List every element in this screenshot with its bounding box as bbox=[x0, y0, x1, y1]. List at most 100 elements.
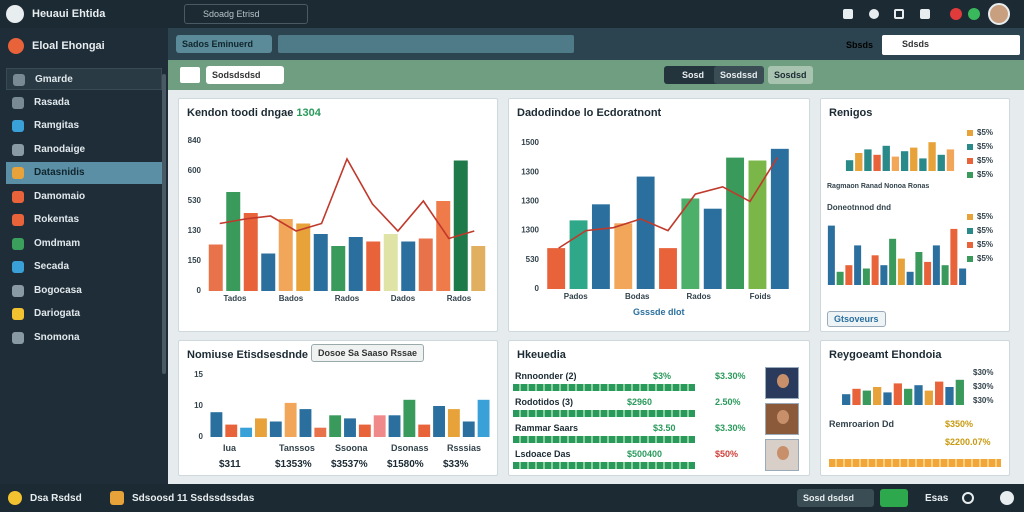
user-name: Dsa Rsdsd bbox=[30, 493, 82, 504]
bar bbox=[453, 160, 468, 291]
app-title: Heuaui Ehtida bbox=[32, 8, 106, 20]
panel: Nomiuse Etisdsesdnde Dosoe Sa Saaso Rssa… bbox=[178, 340, 498, 476]
menu-item[interactable]: Dariogata bbox=[6, 303, 162, 325]
progress bbox=[513, 462, 695, 469]
icon[interactable] bbox=[869, 9, 879, 19]
bar bbox=[418, 238, 433, 291]
status-icon[interactable] bbox=[968, 8, 980, 20]
menu-item[interactable]: Omdmam bbox=[6, 233, 162, 255]
header-strip: Sados Eminuerd Sbsds Sdsds bbox=[168, 28, 1024, 60]
legend-label: $5% bbox=[977, 226, 993, 235]
legend-swatch bbox=[967, 158, 973, 164]
group-button[interactable]: Sosdssd bbox=[714, 66, 764, 84]
menu-item[interactable]: Datasnidis bbox=[6, 162, 162, 184]
menu-icon bbox=[12, 167, 24, 179]
menu-item[interactable]: Secada bbox=[6, 256, 162, 278]
x-tick-label: Bados bbox=[279, 294, 304, 303]
bar bbox=[547, 248, 566, 289]
bar bbox=[225, 424, 238, 437]
icon[interactable] bbox=[962, 492, 974, 504]
y-tick-label: 0 bbox=[197, 286, 202, 295]
toolbar-dropdown[interactable]: Sodsdsdsd bbox=[206, 66, 284, 84]
legend-swatch bbox=[967, 172, 973, 178]
x-tick-label: Rados bbox=[447, 294, 472, 303]
row-value: $3% bbox=[653, 371, 672, 381]
icon[interactable] bbox=[894, 9, 904, 19]
x-tick-label: Foids bbox=[750, 292, 772, 301]
toolbar-button[interactable]: Sosdsd bbox=[768, 66, 813, 84]
bar bbox=[636, 176, 655, 289]
bar bbox=[914, 385, 923, 405]
menu-item[interactable]: Ranodaige bbox=[6, 139, 162, 161]
menu-item[interactable]: Gmarde bbox=[6, 68, 162, 90]
menu-item[interactable]: Ramgitas bbox=[6, 115, 162, 137]
legend-label: $30% bbox=[973, 382, 993, 391]
row-value: $3.50 bbox=[653, 423, 676, 433]
search-box[interactable]: Sdsds bbox=[882, 35, 1020, 55]
group-button[interactable]: Sosd bbox=[682, 70, 705, 80]
x-tick-label: Dados bbox=[391, 294, 416, 303]
tab[interactable]: Sados Eminuerd bbox=[176, 35, 272, 53]
y-tick-label: 0 bbox=[199, 432, 204, 441]
menu-item[interactable]: Bogocasa bbox=[6, 280, 162, 302]
avatar-face bbox=[777, 410, 789, 424]
bar bbox=[906, 271, 914, 285]
search-dropdown[interactable]: Sdoadg Etrisd bbox=[184, 4, 308, 24]
footer-action[interactable] bbox=[880, 489, 908, 507]
toolbar-button[interactable] bbox=[180, 67, 200, 83]
y-tick-label: 530 bbox=[526, 255, 540, 264]
bar bbox=[959, 268, 967, 285]
bar bbox=[373, 415, 386, 437]
menu-item[interactable]: Rasada bbox=[6, 92, 162, 114]
panel-title: Renigos bbox=[829, 107, 873, 119]
alert-icon[interactable] bbox=[950, 8, 962, 20]
bar bbox=[477, 399, 490, 437]
scrollbar[interactable] bbox=[162, 74, 166, 374]
bar bbox=[827, 225, 835, 285]
menu-item[interactable]: Rokentas bbox=[6, 209, 162, 231]
chart: 840 600 530 130 150 0 Tados Bados Rados Dados Rado… bbox=[188, 136, 486, 303]
x-tick-label: Pados bbox=[564, 292, 589, 301]
bar bbox=[862, 268, 870, 285]
bar bbox=[401, 241, 416, 291]
chart: $5% $5% $5% $5% $5% $5% $5% $5% bbox=[827, 128, 993, 285]
dropdown[interactable]: Gtsoveurs bbox=[827, 311, 886, 327]
legend-swatch bbox=[967, 242, 973, 248]
legend-label: $5% bbox=[977, 170, 993, 179]
icon[interactable] bbox=[1000, 491, 1014, 505]
bar bbox=[941, 265, 949, 285]
footer-button[interactable]: Sosd dsdsd bbox=[797, 489, 874, 507]
menu-icon bbox=[12, 331, 24, 344]
bar bbox=[433, 406, 445, 437]
avatar-face bbox=[777, 374, 789, 388]
avatar[interactable] bbox=[988, 3, 1010, 25]
row-pct: $3.30% bbox=[715, 371, 746, 381]
bar bbox=[836, 271, 844, 285]
bar bbox=[358, 424, 371, 437]
bar bbox=[937, 154, 945, 171]
caption: Ragmaon Ranad Nonoa Ronas bbox=[827, 183, 930, 190]
icon[interactable] bbox=[843, 9, 853, 19]
icon[interactable] bbox=[920, 9, 930, 19]
panel: Reygoeamt Ehondoia Remroarion Dd $350% $… bbox=[820, 340, 1010, 476]
button[interactable]: Dosoe Sa Saaso Rssae bbox=[311, 344, 425, 362]
menu-item[interactable]: Damomaio bbox=[6, 186, 162, 208]
footer-bar: Dsa Rsdsd Sdsoosd 11 Ssdssdssdas Sosd ds… bbox=[0, 484, 1024, 512]
column-label: Iua bbox=[223, 443, 237, 453]
bar bbox=[924, 390, 933, 405]
bar bbox=[935, 381, 944, 405]
bar bbox=[210, 412, 223, 437]
menu-item[interactable]: Snomona bbox=[6, 327, 162, 349]
legend-label: $30% bbox=[973, 396, 993, 405]
bar bbox=[748, 160, 767, 289]
bar bbox=[284, 402, 297, 437]
footer-link[interactable]: Esas bbox=[925, 493, 949, 504]
title-accent: 1304 bbox=[296, 107, 321, 119]
subtitle: Doneotnnod dnd bbox=[827, 203, 891, 212]
bar bbox=[344, 418, 356, 437]
bar bbox=[924, 261, 932, 285]
legend-label: $5% bbox=[977, 254, 993, 263]
top-bar: Heuaui Ehtida Sdoadg Etrisd bbox=[0, 0, 1024, 28]
bar bbox=[904, 388, 913, 405]
